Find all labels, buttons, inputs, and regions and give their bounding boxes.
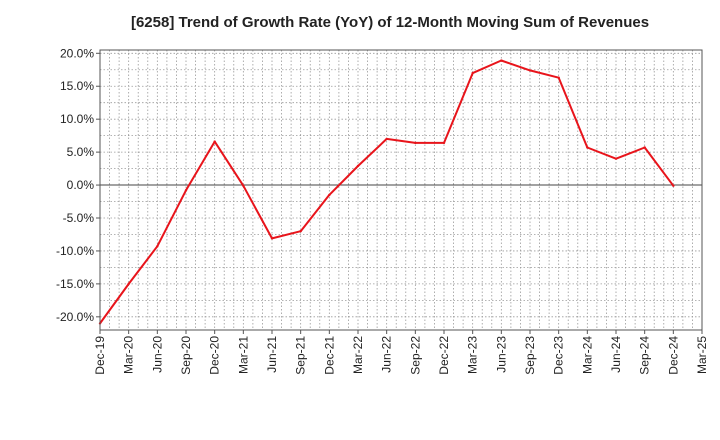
x-tick-label: Mar-22	[351, 336, 365, 374]
x-tick-label: Jun-20	[150, 336, 164, 373]
x-tick-label: Dec-21	[322, 336, 336, 375]
y-tick-label: -20.0%	[56, 310, 94, 324]
x-tick-label: Jun-24	[609, 336, 623, 373]
x-tick-label: Sep-23	[523, 336, 537, 375]
x-tick-label: Dec-22	[437, 336, 451, 375]
data-point	[127, 282, 130, 286]
x-tick-label: Jun-22	[380, 336, 394, 373]
data-point	[500, 59, 503, 62]
data-point	[442, 141, 446, 145]
y-tick-label: -10.0%	[56, 244, 94, 258]
y-tick-label: 0.0%	[67, 178, 95, 192]
plot-frame	[99, 49, 703, 331]
y-axis-ticks: 20.0% 15.0% 10.0% 5.0% 0.0% -5.0% -10.0% -15.0%…	[56, 46, 100, 324]
y-tick-label: 10.0%	[60, 112, 94, 126]
data-point	[184, 189, 188, 192]
y-tick-label: -5.0%	[63, 211, 95, 225]
data-point	[242, 184, 245, 187]
data-point	[672, 184, 675, 187]
series-layer	[98, 59, 675, 325]
data-point	[156, 245, 159, 248]
x-tick-label: Jun-21	[265, 336, 279, 373]
x-tick-label: Dec-20	[208, 336, 222, 375]
x-tick-label: Dec-24	[666, 336, 680, 375]
data-point	[414, 141, 417, 145]
data-point	[471, 71, 474, 75]
x-axis-ticks: Dec-19 Mar-20 Jun-20 Sep-20 Dec-20 Mar-21 Jun-…	[93, 330, 709, 375]
y-tick-label: 15.0%	[60, 79, 94, 93]
data-point	[385, 137, 388, 141]
data-point	[213, 140, 216, 143]
data-point	[328, 193, 331, 197]
x-tick-label: Sep-21	[294, 336, 308, 375]
chart-title: [6258] Trend of Growth Rate (YoY) of 12-…	[130, 14, 650, 31]
data-point	[270, 237, 274, 240]
x-tick-label: Sep-20	[179, 336, 193, 375]
data-point	[614, 157, 618, 160]
x-tick-label: Mar-20	[122, 336, 136, 374]
x-tick-label: Sep-24	[638, 336, 652, 375]
x-tick-label: Dec-23	[552, 336, 566, 375]
x-tick-label: Sep-22	[408, 336, 422, 375]
data-point	[299, 229, 302, 233]
x-tick-label: Jun-23	[494, 336, 508, 373]
y-tick-label: 5.0%	[67, 145, 95, 159]
data-point	[557, 76, 560, 79]
x-tick-label: Mar-25	[695, 336, 709, 374]
x-tick-label: Mar-23	[466, 336, 480, 374]
data-point	[528, 69, 532, 72]
data-point	[643, 146, 646, 149]
y-tick-label: 20.0%	[60, 46, 94, 60]
x-tick-label: Dec-19	[93, 336, 107, 375]
data-point	[356, 164, 360, 168]
x-tick-label: Mar-21	[236, 336, 250, 374]
y-tick-label: -15.0%	[56, 277, 94, 291]
grid-layer	[100, 50, 702, 330]
x-tick-label: Mar-24	[580, 336, 594, 374]
data-point	[586, 146, 589, 149]
